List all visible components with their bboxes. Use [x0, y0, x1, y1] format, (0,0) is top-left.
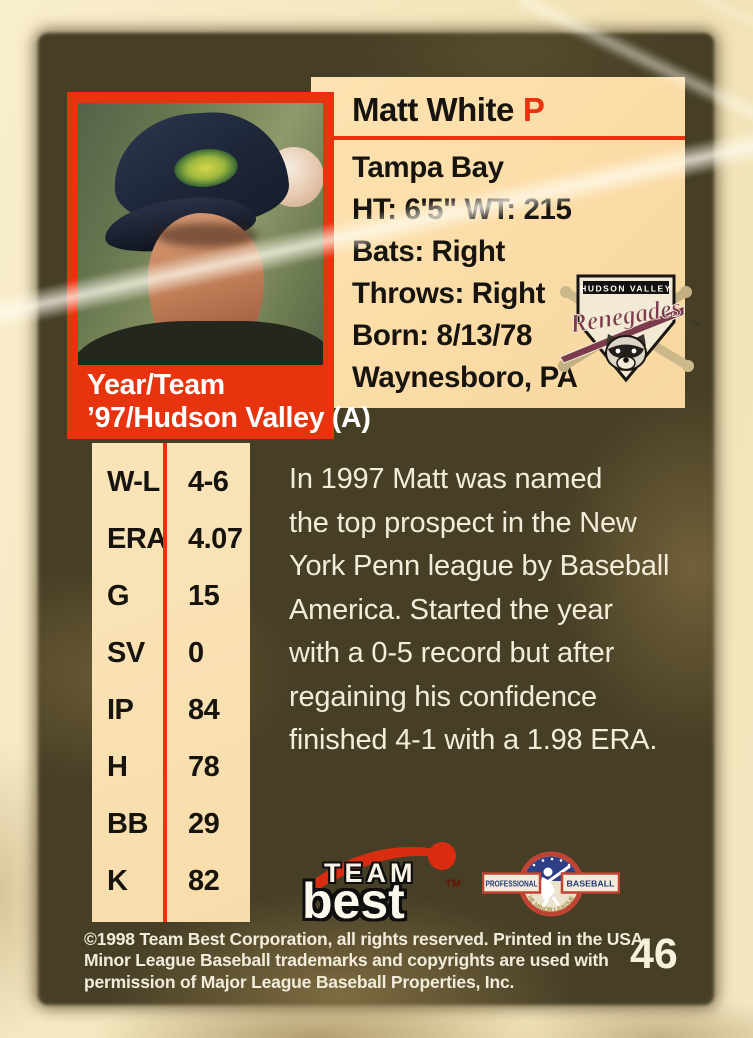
stat-label: IP	[107, 694, 134, 726]
stat-value: 78	[188, 751, 220, 783]
table-row: H 78	[92, 739, 250, 796]
comet-swoosh-icon	[306, 842, 456, 892]
team-best-tm-text: TM	[445, 878, 461, 890]
year-team-value: ’97/Hudson Valley (A)	[87, 402, 371, 434]
stat-value: 84	[188, 694, 220, 726]
table-row: K 82	[92, 853, 250, 910]
stat-label: K	[107, 865, 128, 897]
bio-paragraph: In 1997 Matt was named the top prospect …	[289, 463, 670, 756]
player-throws: Throws: Right	[352, 277, 546, 310]
renegades-city-text: HUDSON VALLEY	[580, 284, 672, 294]
player-photo	[78, 103, 323, 365]
table-row: SV 0	[92, 625, 250, 682]
table-row: W-L 4-6	[92, 454, 250, 511]
stat-value: 82	[188, 865, 220, 897]
stat-value: 4-6	[188, 466, 229, 498]
pro-baseball-logo: THE MINOR LEAGUES PROFESSIONAL BASEBALL	[482, 846, 620, 917]
stat-value: 29	[188, 808, 220, 840]
stat-label: H	[107, 751, 128, 783]
player-bats: Bats: Right	[352, 235, 505, 268]
stat-label: G	[107, 580, 130, 612]
renegades-logo: HUDSON VALLEY Renegades TM	[558, 274, 700, 383]
stat-label: SV	[107, 637, 145, 669]
table-row: BB 29	[92, 796, 250, 853]
player-position: P	[522, 91, 545, 128]
player-name-text: Matt White	[352, 91, 514, 128]
copyright-text: ©1998 Team Best Corporation, all rights …	[84, 929, 648, 992]
team-best-team-text: TEAM	[324, 858, 417, 888]
stats-divider-line	[163, 443, 167, 922]
stat-label: BB	[107, 808, 148, 840]
team-best-best-text: best	[302, 873, 405, 929]
player-jersey	[78, 321, 323, 365]
stat-value: 4.07	[188, 523, 243, 555]
year-team-block: Year/Team ’97/Hudson Valley (A)	[87, 369, 371, 435]
cap-shadow	[156, 223, 258, 247]
pro-baseball-left-text: PROFESSIONAL	[486, 879, 538, 889]
stat-value: 15	[188, 580, 220, 612]
year-team-label: Year/Team	[87, 369, 225, 401]
pro-baseball-right-text: BASEBALL	[567, 879, 615, 889]
table-row: G 15	[92, 568, 250, 625]
player-height-weight: HT: 6'5" WT: 215	[352, 193, 572, 226]
player-team: Tampa Bay	[352, 151, 504, 184]
player-born: Born: 8/13/78	[352, 319, 533, 352]
header-divider-line	[311, 136, 685, 140]
stat-label: W-L	[107, 466, 160, 498]
player-birthplace: Waynesboro, PA	[352, 361, 578, 394]
stat-value: 0	[188, 637, 204, 669]
card-number: 46	[630, 930, 678, 978]
table-row: ERA 4.07	[92, 511, 250, 568]
photo-frame: Year/Team ’97/Hudson Valley (A)	[67, 92, 371, 439]
banner-right	[560, 872, 620, 894]
banner-left	[482, 872, 542, 894]
renegades-tm-text: TM	[690, 321, 700, 328]
player-details: Tampa Bay HT: 6'5" WT: 215 Bats: Right T…	[352, 147, 578, 399]
stats-table: W-L 4-6 ERA 4.07 G 15 SV 0 IP 84 H 78 BB 29 K 82	[92, 443, 250, 922]
player-name: Matt White P	[352, 91, 545, 129]
stat-label: ERA	[107, 523, 167, 555]
team-best-logo: TEAM best TM	[300, 834, 472, 932]
table-row: IP 84	[92, 682, 250, 739]
